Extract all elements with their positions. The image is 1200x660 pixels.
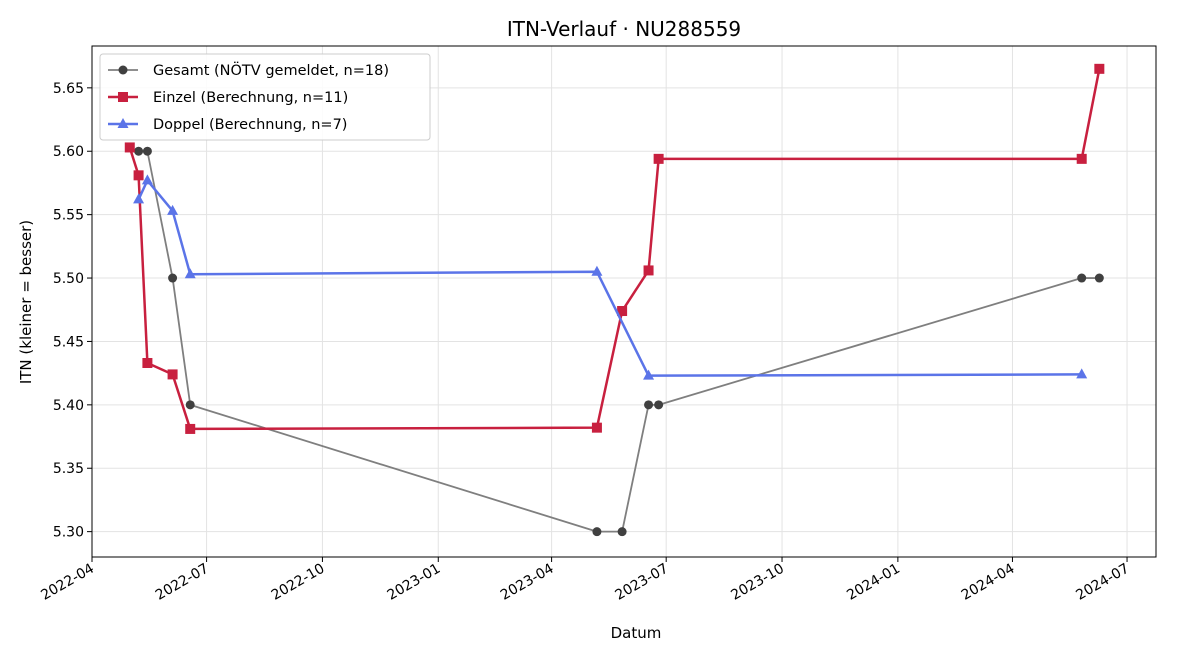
data-point-einzel [142, 357, 153, 368]
series-gesamt [134, 146, 1104, 537]
series-doppel [133, 174, 1088, 380]
data-point-einzel [1094, 63, 1105, 74]
legend-swatch-marker [118, 65, 128, 75]
legend: Gesamt (NÖTV gemeldet, n=18) Einzel (Bere… [99, 53, 431, 141]
data-point-doppel [184, 268, 196, 279]
x-axis-label: Datum [611, 624, 662, 642]
legend-item-einzel: Einzel (Berechnung, n=11) [108, 90, 348, 106]
data-point-einzel [133, 170, 144, 181]
data-point-gesamt [134, 146, 144, 156]
y-axis-label: ITN (kleiner = besser) [17, 220, 35, 384]
data-point-einzel [185, 423, 196, 434]
y-tick-label: 5.55 [53, 208, 84, 224]
data-point-gesamt [644, 400, 654, 410]
legend-swatch-marker [118, 92, 128, 102]
data-point-einzel [653, 153, 664, 164]
data-point-gesamt [185, 400, 195, 410]
data-point-doppel [643, 369, 655, 380]
data-point-doppel [133, 193, 145, 204]
y-axis: 5.30 5.35 5.40 5.45 5.50 5.55 5.60 5.65 [53, 81, 92, 541]
data-point-gesamt [592, 527, 602, 537]
y-tick-label: 5.40 [53, 398, 84, 414]
legend-label: Gesamt (NÖTV gemeldet, n=18) [153, 61, 389, 79]
y-tick-label: 5.60 [53, 144, 84, 160]
series-layer [124, 63, 1105, 537]
legend-item-doppel: Doppel (Berechnung, n=7) [108, 117, 347, 133]
data-point-einzel [1076, 153, 1087, 164]
legend-label: Einzel (Berechnung, n=11) [153, 90, 348, 106]
y-tick-label: 5.30 [53, 525, 84, 541]
data-point-gesamt [617, 527, 627, 537]
series-line-gesamt [138, 150, 1100, 533]
data-point-einzel [124, 142, 135, 153]
data-point-einzel [617, 306, 628, 317]
y-tick-label: 5.50 [53, 271, 84, 287]
y-tick-label: 5.35 [53, 461, 84, 477]
data-point-doppel [141, 174, 153, 185]
data-point-einzel [591, 422, 602, 433]
data-point-doppel [591, 265, 603, 276]
data-point-gesamt [1094, 273, 1104, 283]
legend-label: Doppel (Berechnung, n=7) [153, 117, 347, 133]
data-point-gesamt [168, 273, 178, 283]
legend-item-gesamt: Gesamt (NÖTV gemeldet, n=18) [108, 61, 389, 79]
legend-box [99, 53, 431, 141]
data-point-einzel [643, 265, 654, 276]
series-einzel [124, 63, 1105, 434]
data-point-doppel [1076, 368, 1088, 379]
y-tick-label: 5.65 [53, 81, 84, 97]
data-point-gesamt [1077, 273, 1087, 283]
data-point-gesamt [142, 146, 152, 156]
chart-title: ITN-Verlauf · NU288559 [507, 17, 741, 41]
plot-frame [91, 45, 1157, 558]
data-point-gesamt [654, 400, 664, 410]
y-tick-label: 5.45 [53, 334, 84, 350]
data-point-einzel [167, 369, 178, 380]
legend-swatch-marker [117, 118, 129, 128]
data-point-doppel [167, 204, 179, 215]
